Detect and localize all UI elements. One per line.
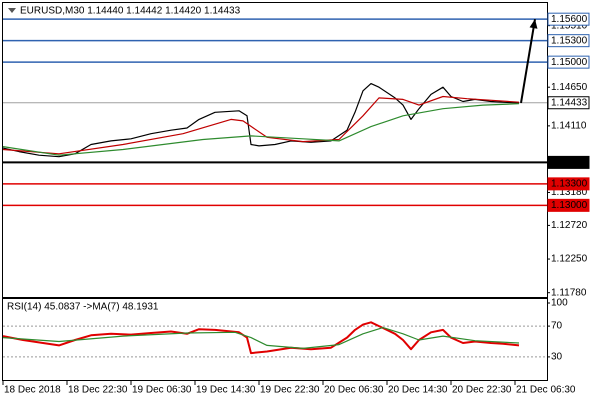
y-tick-label: 1.11780 [551, 287, 587, 298]
level-label-box [547, 177, 590, 191]
level-label: 1.15000 [551, 57, 588, 68]
last-price-label: 1.14433 [551, 97, 588, 108]
y-tick-label: 30 [551, 352, 563, 363]
level-label: 1.13600 [551, 157, 588, 168]
rsi-title: RSI(14) 45.0837 ->MA(7) 48.1931 [7, 302, 159, 313]
rsi-panel-frame [2, 298, 548, 381]
level-label-box [547, 55, 590, 69]
x-tick-label: 20 Dec 22:30 [452, 385, 512, 396]
y-tick-label: 70 [551, 321, 563, 332]
level-label-box [547, 34, 590, 48]
x-tick-label: 18 Dec 2018 [4, 385, 61, 396]
main-panel-frame [2, 2, 548, 298]
series-line [2, 321, 520, 355]
level-label: 1.13000 [551, 200, 588, 211]
level-label: 1.15300 [551, 35, 588, 46]
y-tick-label: 1.14110 [551, 121, 587, 132]
level-label: 1.15600 [551, 14, 588, 25]
y-tick-label: 1.12720 [551, 220, 588, 231]
y-tick-label: 1.12250 [551, 254, 588, 265]
last-price-box [547, 96, 590, 110]
x-tick-label: 20 Dec 14:30 [388, 385, 448, 396]
x-tick-label: 21 Dec 06:30 [516, 385, 576, 396]
level-label-box [547, 155, 590, 169]
level-label-box [547, 12, 590, 26]
y-tick-label: 1.13180 [551, 187, 588, 198]
collapse-icon [8, 8, 16, 13]
level-label: 1.13300 [551, 179, 588, 190]
level-label-box [547, 198, 590, 212]
series-line [2, 327, 520, 349]
x-tick-label: 20 Dec 06:30 [324, 385, 384, 396]
series-line [2, 95, 520, 155]
x-tick-label: 18 Dec 22:30 [68, 385, 128, 396]
x-tick-label: 19 Dec 22:30 [260, 385, 320, 396]
arrow [520, 19, 536, 104]
x-tick-label: 19 Dec 06:30 [132, 385, 192, 396]
arrow-head [529, 19, 538, 29]
y-tick-label: 1.14650 [551, 82, 588, 93]
x-tick-label: 19 Dec 14:30 [196, 385, 256, 396]
series-line [2, 103, 520, 156]
chart-title: EURUSD,M30 1.14440 1.14442 1.14420 1.144… [20, 6, 241, 17]
y-tick-label: 100 [551, 298, 568, 309]
y-tick-label: 1.15510 [551, 20, 588, 31]
